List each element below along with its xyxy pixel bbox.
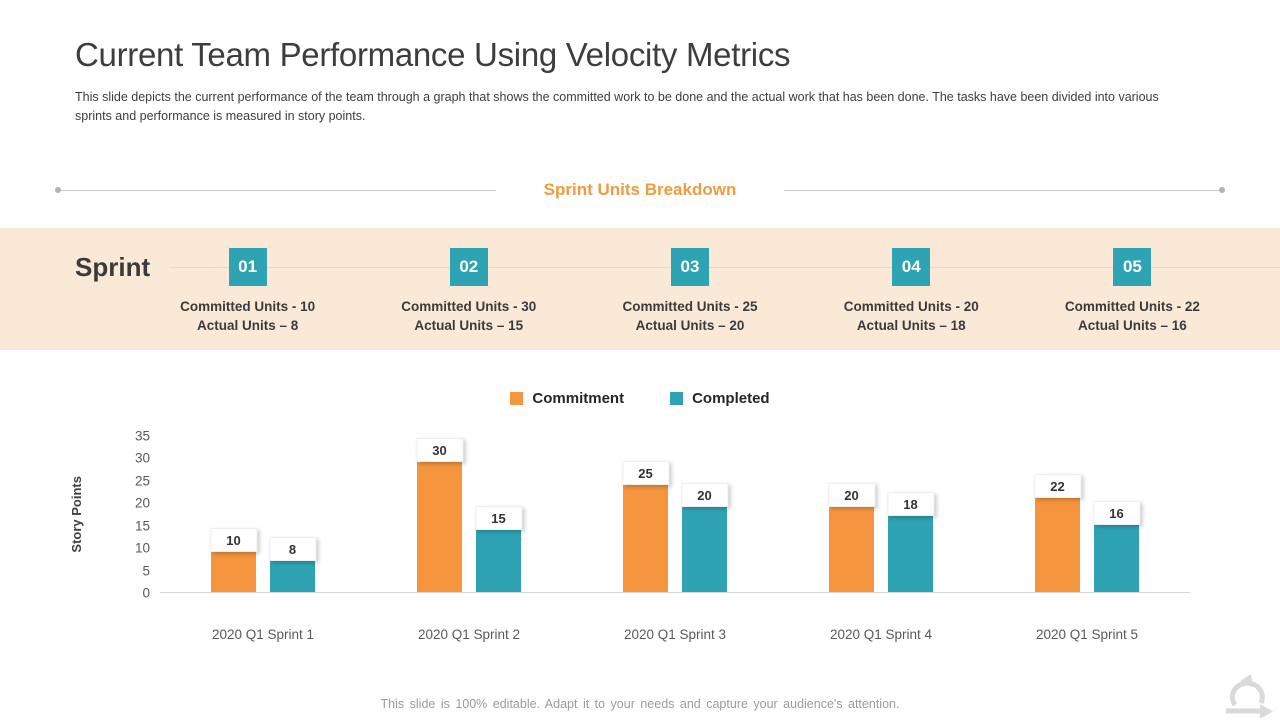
y-tick-label: 35 [134,428,150,444]
committed-units-text: Committed Units - 22 [1064,299,1200,314]
sprint-number-badge: 05 [1113,248,1152,286]
divider-line-left [61,189,496,191]
sprint-units-text: Committed Units - 22 Actual Units – 16 [1022,297,1243,335]
y-axis-title-text: Story Points [68,476,84,553]
y-tick-label: 25 [134,473,150,489]
footer-note: This slide is 100% editable. Adapt it to… [380,697,900,711]
bar-value-label: 18 [887,492,934,517]
y-tick-label: 10 [134,540,150,556]
sprint-column-2: 02 Committed Units - 30 Actual Units – 1… [358,248,579,335]
bar-completed: 20 [681,483,728,592]
sprint-units-text: Committed Units - 30 Actual Units – 15 [358,297,579,335]
bar-value-label: 15 [475,505,522,530]
actual-units-text: Actual Units – 8 [196,318,299,333]
bar-completed: 8 [269,537,316,592]
y-tick-label: 30 [134,450,150,466]
sprint-band-label: Sprint [75,252,151,282]
page-subtitle: This slide depicts the current performan… [75,90,1159,123]
bar-group: 30 15 [366,436,572,592]
y-axis-ticks: 0 5 10 15 20 25 30 35 [104,429,150,601]
committed-units-text: Committed Units - 30 [401,299,537,314]
category-label: 2020 Q1 Sprint 1 [211,627,315,642]
category-label: 2020 Q1 Sprint 4 [829,627,933,642]
bar-value-label: 10 [210,528,257,553]
bar-commitment: 22 [1034,474,1081,592]
y-tick-label: 20 [134,495,150,511]
divider-dot-right [1219,187,1225,193]
committed-units-text: Committed Units - 25 [622,299,758,314]
divider-dot-left [55,187,61,193]
bar-value-label: 25 [622,460,669,485]
actual-units-text: Actual Units – 20 [635,318,745,333]
sprint-number-badge: 01 [228,248,267,286]
bar-completed: 16 [1093,501,1140,592]
legend-label: Completed [692,390,770,407]
page-title: Current Team Performance Using Velocity … [75,36,791,73]
bar-commitment: 30 [416,438,463,592]
actual-units-text: Actual Units – 18 [856,318,966,333]
bar-value-label: 20 [828,483,875,508]
bar-group: 10 8 [160,436,366,592]
x-axis-labels: 2020 Q1 Sprint 1 2020 Q1 Sprint 2 2020 Q1 … [160,627,1190,642]
section-divider: Sprint Units Breakdown [55,180,1225,200]
bar-value-label: 20 [681,483,728,508]
bar-group: 25 20 [572,436,778,592]
bar-completed: 18 [887,492,934,592]
sprint-units-text: Committed Units - 20 Actual Units – 18 [801,297,1022,335]
legend-item-completed: Completed [670,390,770,407]
bar-value-label: 30 [416,438,463,463]
committed-units-text: Committed Units - 20 [843,299,979,314]
bar-commitment: 25 [622,460,669,592]
sprint-column-1: 01 Committed Units - 10 Actual Units – 8 [137,248,358,335]
sprint-cycle-icon [1226,674,1273,718]
actual-units-text: Actual Units – 16 [1078,318,1187,333]
chart-legend: Commitment Completed [0,390,1280,407]
sprint-number-badge: 04 [892,248,931,286]
legend-swatch-icon [670,392,684,405]
legend-swatch-icon [510,392,524,405]
divider-line-right [784,189,1219,191]
legend-label: Commitment [532,390,625,407]
bar-group: 20 18 [778,436,984,592]
y-tick-label: 0 [142,585,150,601]
bar-value-label: 22 [1034,474,1081,499]
sprint-band-line [170,267,1280,268]
category-label: 2020 Q1 Sprint 5 [1035,627,1139,642]
sprint-column-4: 04 Committed Units - 20 Actual Units – 1… [801,248,1022,335]
sprint-units-text: Committed Units - 25 Actual Units – 20 [579,297,800,335]
y-axis-title: Story Points [66,436,86,593]
bar-completed: 15 [475,505,522,592]
bar-commitment: 20 [828,483,875,592]
sprint-column-3: 03 Committed Units - 25 Actual Units – 2… [579,248,800,335]
sprint-band: Sprint 01 Committed Units - 10 Actual Un… [0,228,1280,350]
actual-units-text: Actual Units – 15 [414,318,524,333]
y-tick-label: 5 [142,563,150,579]
category-label: 2020 Q1 Sprint 3 [623,627,727,642]
category-label: 2020 Q1 Sprint 2 [417,627,521,642]
sprint-number-badge: 02 [449,248,488,286]
section-header: Sprint Units Breakdown [543,180,737,199]
sprint-number-badge: 03 [671,248,709,286]
committed-units-text: Committed Units - 10 [180,299,316,314]
y-tick-label: 15 [134,518,150,534]
legend-item-commitment: Commitment [510,390,624,407]
sprint-columns: 01 Committed Units - 10 Actual Units – 8… [137,248,1243,335]
bar-value-label: 16 [1093,501,1140,526]
bar-commitment: 10 [210,528,257,592]
bar-group: 22 16 [984,436,1190,592]
chart-plot: 10 8 30 15 25 20 20 18 22 16 [160,436,1190,593]
sprint-units-text: Committed Units - 10 Actual Units – 8 [137,297,358,335]
sprint-column-5: 05 Committed Units - 22 Actual Units – 1… [1022,248,1243,335]
bar-value-label: 8 [269,537,316,562]
